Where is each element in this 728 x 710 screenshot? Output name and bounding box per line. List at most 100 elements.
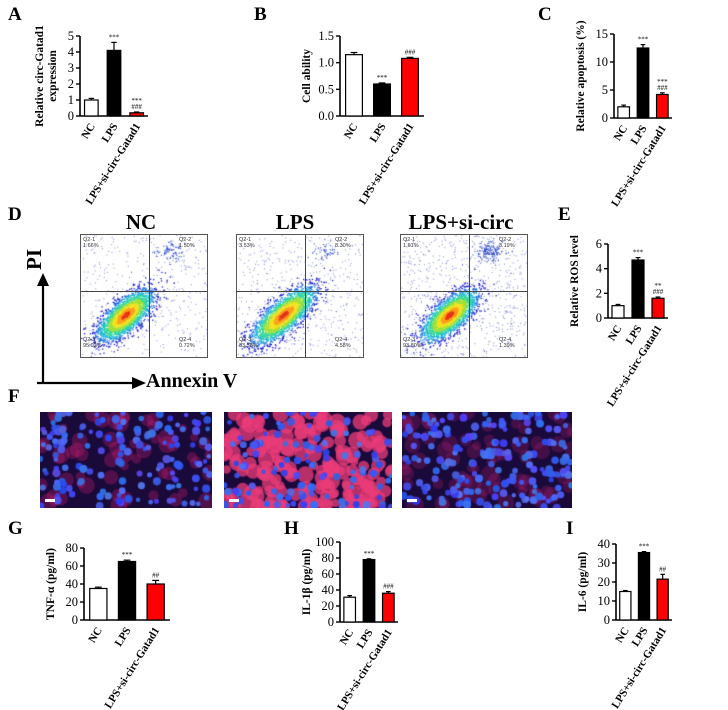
y-axis-label: IL-6 (pg/ml) bbox=[577, 552, 589, 613]
category-label: LPS bbox=[113, 625, 134, 648]
y-tick-label: 100 bbox=[315, 535, 334, 549]
scatter-dots bbox=[81, 235, 207, 357]
micrograph-nc bbox=[40, 412, 212, 508]
scatter-dots bbox=[401, 235, 527, 357]
y-tick-label: 0 bbox=[72, 613, 78, 627]
panel-letter-h: H bbox=[284, 518, 299, 539]
y-tick-label: 10 bbox=[598, 594, 611, 608]
y-tick-label: 2 bbox=[596, 286, 602, 300]
panel-letter-f: F bbox=[8, 386, 20, 407]
arrow-right-icon bbox=[37, 377, 146, 389]
category-label: NC bbox=[606, 323, 625, 343]
significance-mark: *** bbox=[109, 33, 120, 41]
flow-plot-lps: Q2-1 3.53% Q2-2 8.30% Q2-3 83.58% Q2-4 4.58… bbox=[236, 234, 364, 358]
quadrant-label-q1: Q2-1 1.61% bbox=[403, 237, 419, 249]
cell-nuclei bbox=[40, 412, 212, 508]
panel-letter-i: I bbox=[566, 518, 574, 539]
significance-mark: ### bbox=[653, 288, 664, 296]
category-label: NC bbox=[86, 625, 105, 645]
y-tick-label: 6 bbox=[596, 237, 602, 251]
y-tick-label: 20 bbox=[322, 599, 335, 613]
quadrant-label-q1: Q2-1 1.66% bbox=[83, 237, 99, 249]
category-label: LPS bbox=[630, 625, 651, 648]
flow-title-si: LPS+si-circ bbox=[408, 210, 514, 234]
bar-nc bbox=[611, 305, 625, 319]
category-label: LPS+si-circ-Gatad1 bbox=[357, 121, 417, 207]
category-label: LPS bbox=[100, 121, 121, 144]
bar-lps-si-circ-gatad1 bbox=[146, 583, 165, 621]
bar-lps-si-circ-gatad1 bbox=[655, 93, 669, 119]
bar-nc bbox=[83, 99, 99, 117]
quadrant-label-q2: Q2-2 8.30% bbox=[335, 237, 351, 249]
y-tick-label: 0 bbox=[604, 613, 610, 627]
y-tick-label: 1.0 bbox=[318, 56, 334, 70]
bar-nc bbox=[345, 54, 364, 117]
significance-mark: *** bbox=[364, 550, 375, 558]
axis-label-annexin-v: Annexin V bbox=[146, 370, 238, 392]
y-tick-label: 80 bbox=[322, 551, 335, 565]
quadrant-label-q2: Q2-2 1.50% bbox=[179, 237, 195, 249]
quadrant-line-vertical bbox=[469, 235, 470, 357]
y-tick-label: 40 bbox=[598, 537, 611, 551]
significance-mark: *** bbox=[131, 97, 142, 105]
bar-lps-si-circ-gatad1 bbox=[401, 57, 420, 117]
y-tick-label: 0 bbox=[602, 111, 608, 125]
category-label: NC bbox=[338, 627, 357, 647]
quadrant-label-q3: Q2-3 95.92% bbox=[83, 337, 102, 349]
quadrant-line-vertical bbox=[305, 235, 306, 357]
significance-mark: *** bbox=[638, 36, 649, 44]
category-label: NC bbox=[342, 121, 361, 141]
panel-letter-c: C bbox=[538, 4, 552, 25]
flow-plot-nc: Q2-1 1.66% Q2-2 1.50% Q2-3 95.92% Q2-4 0.72… bbox=[80, 234, 208, 358]
bar-lps bbox=[117, 560, 137, 621]
y-tick-label: 0 bbox=[328, 615, 334, 629]
bar-lps bbox=[636, 47, 650, 119]
y-axis-label: Relative apoptosis (%) bbox=[575, 20, 587, 131]
y-tick-label: 5 bbox=[602, 83, 608, 97]
quadrant-label-q3: Q2-3 83.58% bbox=[239, 337, 258, 349]
category-label: LPS bbox=[629, 123, 650, 146]
scale-bar bbox=[229, 499, 239, 502]
y-tick-label: 20 bbox=[66, 595, 79, 609]
scale-bar bbox=[407, 499, 417, 502]
flow-title-lps: LPS bbox=[275, 210, 315, 234]
quadrant-label-q4: Q2-4 1.39% bbox=[499, 337, 515, 349]
axis-label-pi: PI bbox=[22, 249, 46, 270]
category-label: NC bbox=[612, 123, 631, 143]
quadrant-label-q4: Q2-4 0.72% bbox=[179, 337, 195, 349]
bar-nc bbox=[619, 590, 632, 621]
flow-title-nc: NC bbox=[125, 210, 157, 234]
bar-lps-si-circ-gatad1 bbox=[656, 578, 669, 621]
quadrant-line-horizontal bbox=[81, 291, 207, 292]
y-tick-label: 0.0 bbox=[318, 109, 334, 123]
bar-lps bbox=[362, 558, 376, 623]
y-tick-label: 40 bbox=[66, 577, 79, 591]
cell-nuclei bbox=[402, 412, 572, 508]
significance-mark: ** bbox=[655, 282, 663, 290]
y-axis-label: Relative ROS level bbox=[569, 235, 581, 327]
y-tick-label: 0.5 bbox=[318, 82, 334, 96]
bar-lps bbox=[631, 259, 645, 319]
category-label: NC bbox=[79, 121, 98, 141]
bar-nc bbox=[89, 587, 108, 621]
cell-nuclei bbox=[224, 412, 392, 508]
bar-lps bbox=[106, 49, 122, 117]
quadrant-label-q3: Q2-3 93.80% bbox=[403, 337, 422, 349]
bar-nc bbox=[343, 596, 357, 623]
micrograph-lps bbox=[224, 412, 392, 508]
y-tick-label: 30 bbox=[598, 556, 611, 570]
y-tick-label: 4 bbox=[596, 262, 603, 276]
bar-lps-si-circ-gatad1 bbox=[381, 592, 395, 623]
category-label: NC bbox=[613, 625, 632, 645]
category-label: LPS+si-circ-Gatad1 bbox=[84, 121, 144, 207]
y-tick-label: 80 bbox=[66, 541, 79, 555]
y-tick-label: 15 bbox=[596, 27, 609, 41]
y-tick-label: 60 bbox=[66, 559, 79, 573]
quadrant-line-horizontal bbox=[237, 291, 363, 292]
y-tick-label: 2 bbox=[68, 77, 74, 91]
panel-letter-a: A bbox=[8, 4, 22, 25]
category-label: LPS+si-circ-Gatad1 bbox=[103, 625, 163, 710]
category-label: LPS bbox=[355, 627, 376, 650]
y-tick-label: 4 bbox=[68, 45, 75, 59]
category-label: LPS bbox=[624, 323, 645, 346]
